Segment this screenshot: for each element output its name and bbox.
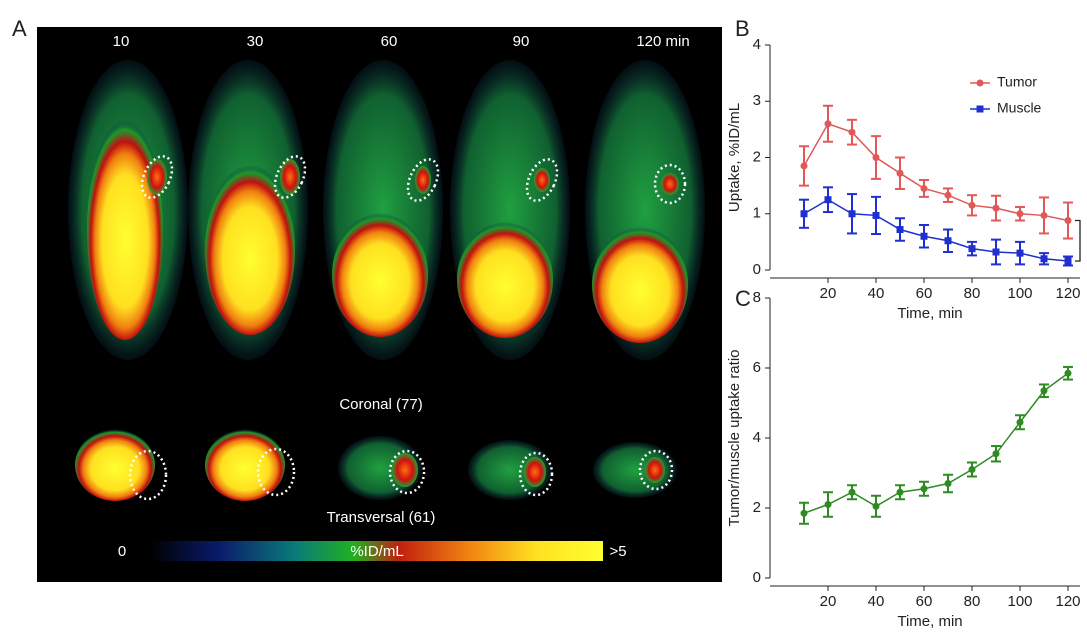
time-label: 120 min (636, 33, 689, 50)
y-tick-label: 4 (753, 36, 761, 53)
marker (848, 128, 856, 136)
marker (872, 211, 880, 219)
y-tick-label: 0 (753, 261, 761, 278)
marker (872, 154, 880, 161)
time-label: 30 (247, 33, 264, 50)
series-line (803, 198, 1069, 262)
marker (944, 480, 952, 487)
y-tick-label: 1 (753, 205, 761, 222)
x-axis-label: Time, min (897, 305, 962, 322)
significance-bracket (1075, 219, 1081, 262)
x-tick-label: 80 (964, 285, 981, 302)
x-tick-label: 80 (964, 593, 981, 610)
x-tick-label: 40 (868, 593, 885, 610)
marker (944, 237, 952, 245)
x-tick-label: 100 (1007, 285, 1032, 302)
y-tick-label: 2 (753, 499, 761, 516)
colorbar-unit: %ID/mL (350, 543, 403, 560)
y-tick-label: 2 (753, 148, 761, 165)
marker (896, 488, 904, 496)
marker (800, 210, 808, 218)
y-tick-label: 8 (753, 289, 761, 306)
colorbar-min: 0 (118, 543, 126, 560)
marker (1040, 255, 1048, 263)
y-axis-label: Tumor/muscle uptake ratio (726, 349, 743, 526)
marker (848, 210, 856, 218)
transversal-images (75, 429, 677, 501)
panel-label: A (12, 16, 27, 41)
marker (800, 162, 808, 170)
pet-panel: 10 30 60 90 120 min Coronal (77) Transve… (37, 27, 722, 582)
panel-label: C (735, 286, 751, 311)
y-tick-label: 3 (753, 92, 761, 109)
marker (920, 485, 928, 493)
marker (800, 509, 808, 517)
panel-label: B (735, 16, 750, 41)
marker (1016, 418, 1024, 426)
marker (944, 191, 952, 199)
marker (1064, 257, 1072, 265)
legend-label: Muscle (997, 100, 1042, 116)
marker (1040, 387, 1048, 395)
x-axis-label: Time, min (897, 613, 962, 630)
marker (968, 245, 976, 253)
y-tick-label: 4 (753, 429, 761, 446)
marker (1064, 369, 1072, 377)
significance-label: *** (1082, 233, 1087, 248)
marker (992, 204, 1000, 212)
coronal-label: Coronal (77) (339, 396, 422, 413)
colorbar-max: >5 (609, 543, 626, 560)
marker (992, 450, 1000, 458)
x-tick-label: 60 (916, 285, 933, 302)
marker (872, 502, 880, 510)
marker (824, 196, 832, 204)
colorbar (150, 541, 603, 561)
x-tick-label: 120 (1055, 285, 1080, 302)
marker (1064, 217, 1072, 224)
marker (896, 169, 904, 177)
series-line (803, 372, 1069, 514)
series-line (803, 122, 1069, 222)
time-label: 60 (381, 33, 398, 50)
marker (992, 248, 1000, 256)
marker (920, 184, 928, 192)
x-tick-label: 20 (820, 285, 837, 302)
marker (824, 120, 832, 128)
transversal-label: Transversal (61) (327, 509, 436, 526)
x-tick-label: 60 (916, 593, 933, 610)
x-tick-label: 120 (1055, 593, 1080, 610)
y-axis-label: Uptake, %ID/mL (726, 103, 743, 212)
x-tick-label: 20 (820, 593, 837, 610)
marker (1016, 210, 1024, 218)
y-tick-label: 0 (753, 569, 761, 586)
x-tick-label: 40 (868, 285, 885, 302)
x-tick-label: 100 (1007, 593, 1032, 610)
marker (968, 201, 976, 209)
coronal-images (68, 60, 705, 360)
legend-marker (976, 105, 984, 113)
legend-marker (976, 79, 984, 87)
time-label: 90 (513, 33, 530, 50)
marker (896, 226, 904, 233)
marker (968, 466, 976, 473)
marker (1016, 249, 1024, 257)
legend-label: Tumor (997, 74, 1037, 90)
time-label: 10 (113, 33, 130, 50)
marker (848, 488, 856, 496)
marker (1040, 211, 1048, 219)
marker (824, 501, 832, 508)
marker (920, 232, 928, 240)
y-tick-label: 6 (753, 359, 761, 376)
